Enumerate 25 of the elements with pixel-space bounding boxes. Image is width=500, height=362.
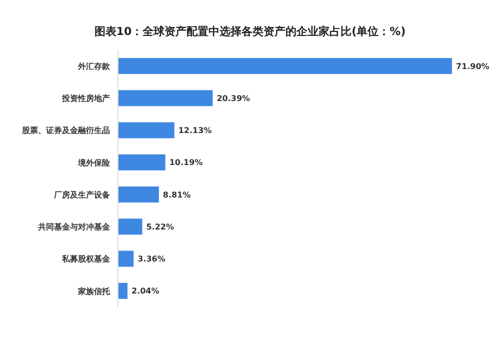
chart-title: 图表10：全球资产配置中选择各类资产的企业家占比(单位：%) [93, 24, 407, 40]
data-label: 8.81% [162, 190, 191, 200]
bar [118, 154, 166, 170]
y-tick-label: 投资性房地产 [61, 93, 110, 104]
data-label: 10.19% [169, 158, 203, 168]
y-tick-label: 家族信托 [77, 286, 111, 296]
data-label: 5.22% [146, 222, 174, 232]
data-label: 12.13% [178, 126, 212, 136]
y-tick-label: 外汇存款 [77, 62, 111, 71]
data-label: 3.36% [138, 254, 166, 264]
y-tick-label: 境外保险 [77, 157, 111, 168]
bar [118, 250, 134, 267]
bar [118, 282, 128, 299]
bar [118, 122, 174, 138]
bar [118, 218, 142, 235]
data-label: 20.39% [216, 94, 250, 103]
data-label: 71.90% [456, 62, 490, 71]
bar [118, 186, 159, 202]
bar [118, 58, 452, 74]
y-tick-label: 股票、证券及金融衍生品 [21, 126, 110, 136]
y-tick-label: 私募股权基金 [61, 254, 111, 264]
bar [118, 90, 213, 106]
data-label: 2.04% [131, 286, 160, 296]
y-tick-label: 共同基金与对冲基金 [37, 222, 111, 232]
y-tick-label: 厂房及生产设备 [53, 189, 111, 200]
